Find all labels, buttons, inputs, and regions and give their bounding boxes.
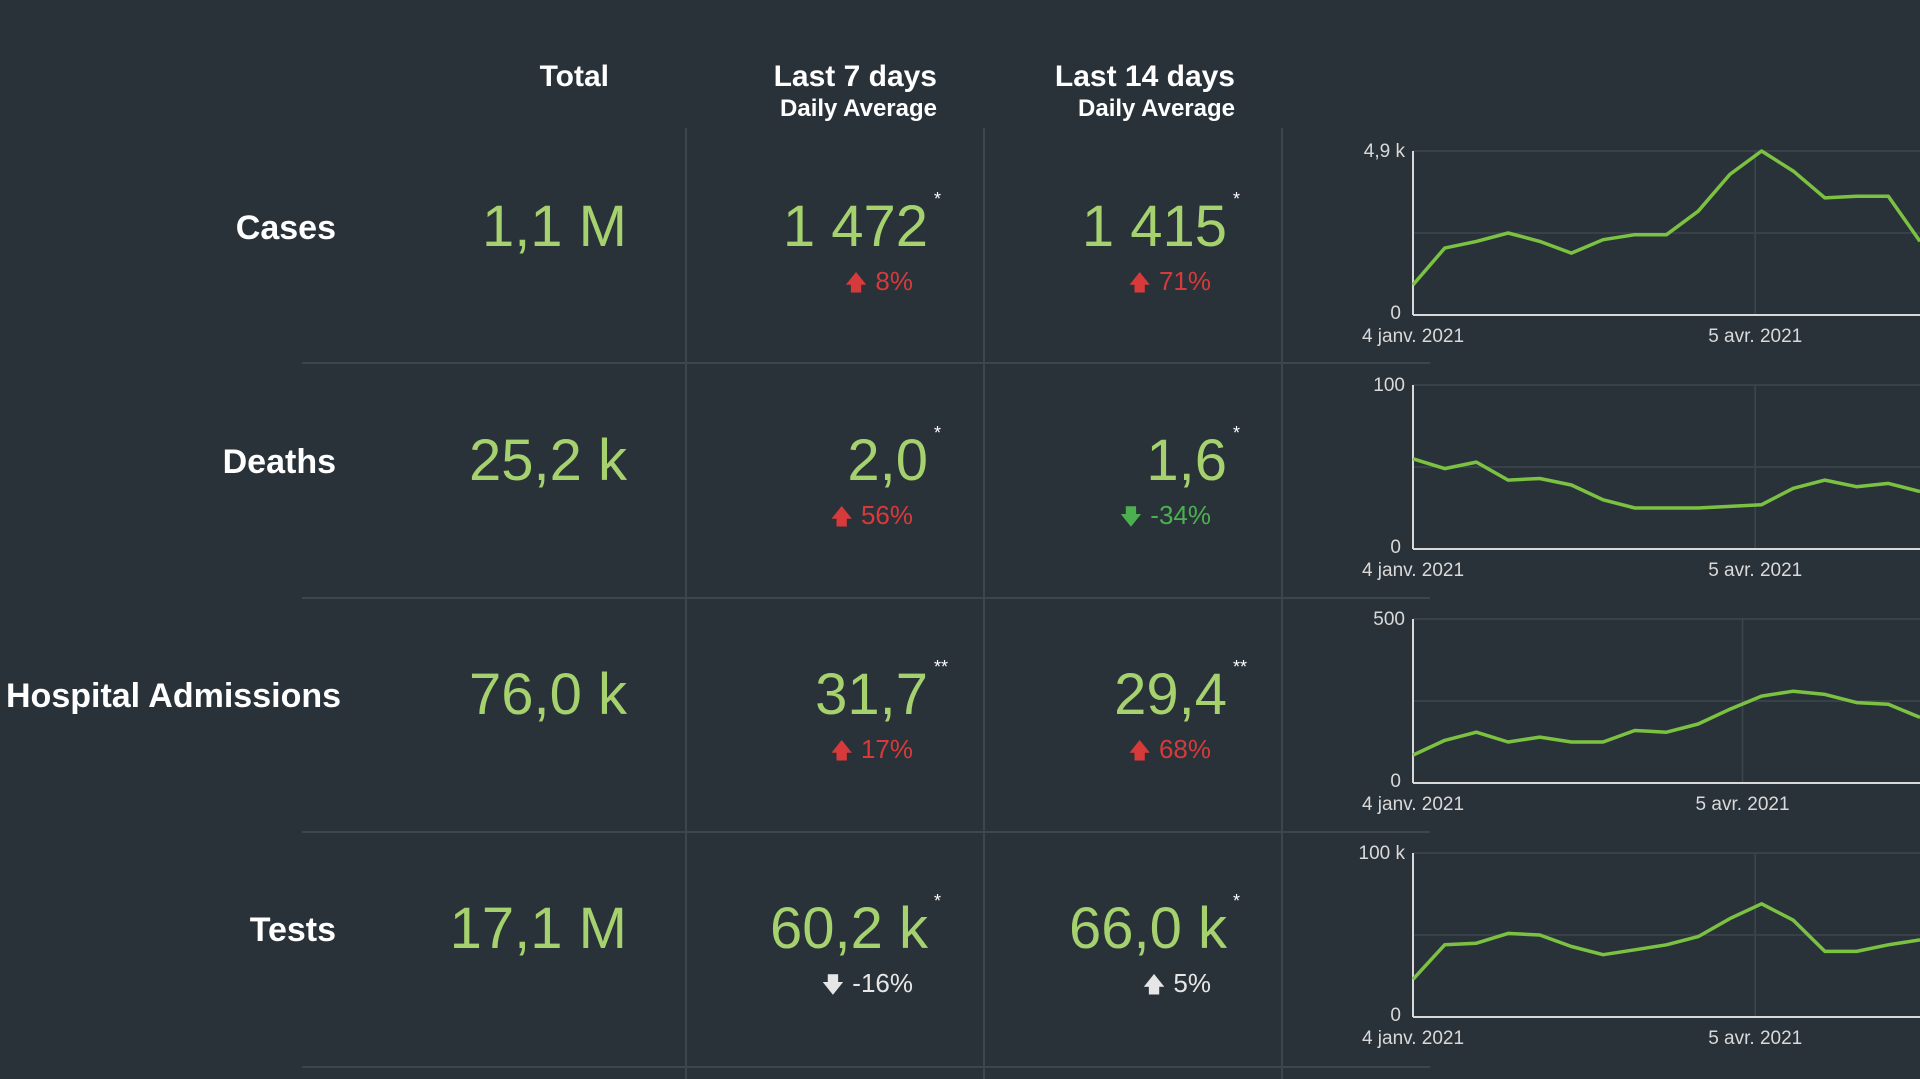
tests-last7-footnote-mark: * — [934, 891, 942, 911]
trend-up-icon: 🡅 — [1142, 972, 1166, 997]
tests-last7-change-value: -16% — [852, 968, 913, 998]
tests-last14-change: 🡅 5% — [1143, 968, 1211, 1006]
row-label-cases: Cases — [235, 209, 336, 247]
x-mid-tick-label: 5 avr. 2021 — [1696, 794, 1790, 815]
x-start-tick-label: 4 janv. 2021 — [1362, 794, 1464, 815]
cases-last7-number: 1 472 — [782, 194, 928, 259]
series-line — [1411, 902, 1920, 981]
series-line — [1411, 149, 1920, 287]
deaths-last14-value: 1,6 * — [1146, 423, 1240, 494]
deaths-sparkline-chart: 100 04 janv. 2021 5 avr. 2021 — [1362, 375, 1920, 581]
tests-last14-footnote-mark: * — [1233, 891, 1241, 911]
deaths-last7-number: 2,0 — [847, 428, 928, 493]
header-total-label: Total — [539, 60, 609, 93]
deaths-last7-footnote-mark: * — [934, 423, 942, 443]
trend-up-icon: 🡅 — [1128, 738, 1151, 763]
column-divider-1 — [685, 128, 687, 1079]
row-label-tests: Tests — [249, 911, 336, 949]
header-last14: Last 14 days Daily Average — [1055, 60, 1235, 124]
deaths-total: 25,2 k — [469, 428, 627, 493]
y-min-tick-label: 0 — [1390, 771, 1401, 792]
header-last14-sub: Daily Average — [1078, 95, 1235, 122]
trend-up-icon: 🡅 — [1128, 270, 1151, 295]
tests-last14-value: 66,0 k * — [1069, 891, 1240, 962]
hospital-admissions-last14-change-value: 68% — [1158, 734, 1211, 764]
row-divider-3 — [302, 831, 1430, 833]
tests-total: 17,1 M — [449, 896, 627, 961]
deaths-last7-change-value: 56% — [860, 500, 913, 530]
deaths-last14-change: 🡇 -34% — [1120, 500, 1211, 538]
y-min-tick-label: 0 — [1390, 537, 1401, 558]
hospital-admissions-last7-value: 31,7 ** — [815, 657, 948, 728]
tests-last14-number: 66,0 k — [1069, 896, 1227, 961]
cases-last14-change-value: 71% — [1158, 266, 1211, 296]
deaths-last7-change: 🡅 56% — [830, 500, 913, 538]
header-total: Total — [540, 60, 609, 94]
tests-last7-number: 60,2 k — [770, 896, 928, 961]
trend-up-icon: 🡅 — [830, 738, 853, 763]
header-last7-sub: Daily Average — [780, 95, 937, 122]
x-start-tick-label: 4 janv. 2021 — [1362, 560, 1464, 581]
header-last14-title: Last 14 days — [1054, 60, 1235, 93]
row-label-hospital-admissions: Hospital Admissions — [6, 677, 342, 715]
trend-up-icon: 🡅 — [830, 504, 853, 529]
trend-up-icon: 🡅 — [844, 270, 868, 295]
tests-last7-change: 🡇 -16% — [822, 968, 913, 1006]
row-divider-2 — [302, 597, 1430, 599]
cases-total: 1,1 M — [481, 194, 627, 259]
hospital-admissions-last14-number: 29,4 — [1114, 662, 1227, 727]
x-start-tick-label: 4 janv. 2021 — [1362, 326, 1464, 347]
x-mid-tick-label: 5 avr. 2021 — [1708, 326, 1802, 347]
y-max-tick-label: 4,9 k — [1364, 141, 1406, 162]
series-line — [1412, 689, 1920, 757]
hospital-admissions-total: 76,0 k — [469, 662, 627, 727]
deaths-last14-footnote-mark: * — [1233, 423, 1241, 443]
y-max-tick-label: 500 — [1373, 609, 1405, 630]
x-mid-tick-label: 5 avr. 2021 — [1708, 560, 1802, 581]
column-divider-3 — [1281, 128, 1283, 1079]
hospital-admissions-last7-change: 🡅 17% — [830, 734, 913, 772]
hospital-admissions-last14-value: 29,4 ** — [1114, 657, 1247, 728]
cases-last14-number: 1 415 — [1081, 194, 1227, 259]
header-last7: Last 7 days Daily Average — [774, 60, 937, 124]
hospital-admissions-last7-change-value: 17% — [860, 734, 913, 764]
deaths-last7-value: 2,0 * — [847, 423, 941, 494]
tests-last14-change-value: 5% — [1173, 968, 1211, 998]
x-start-tick-label: 4 janv. 2021 — [1362, 1028, 1464, 1049]
deaths-last14-change-value: -34% — [1150, 500, 1211, 530]
series-line — [1412, 457, 1920, 510]
hospital-admissions-last14-footnote-mark: ** — [1233, 657, 1248, 677]
cases-last14-change: 🡅 71% — [1128, 266, 1211, 304]
column-divider-2 — [983, 128, 985, 1079]
hospital-admissions-sparkline-chart: 500 04 janv. 2021 5 avr. 2021 — [1362, 609, 1920, 815]
header-last7-title: Last 7 days — [773, 60, 937, 93]
hospital-admissions-last14-change: 🡅 68% — [1128, 734, 1211, 772]
y-min-tick-label: 0 — [1390, 303, 1401, 324]
row-divider-1 — [302, 362, 1430, 364]
cases-sparkline-chart: 4,9 k 04 janv. 2021 5 avr. 2021 — [1362, 141, 1920, 347]
tests-last7-value: 60,2 k * — [770, 891, 941, 962]
hospital-admissions-last7-number: 31,7 — [815, 662, 928, 727]
hospital-admissions-last7-footnote-mark: ** — [934, 657, 949, 677]
tests-sparkline-chart: 100 k 04 janv. 2021 5 avr. 2021 — [1359, 843, 1920, 1049]
cases-last7-change-value: 8% — [875, 266, 913, 296]
y-max-tick-label: 100 — [1373, 375, 1405, 396]
cases-last7-footnote-mark: * — [934, 189, 942, 209]
trend-down-icon: 🡇 — [1119, 504, 1143, 529]
y-min-tick-label: 0 — [1390, 1005, 1401, 1026]
row-label-deaths: Deaths — [222, 443, 336, 481]
deaths-last14-number: 1,6 — [1146, 428, 1227, 493]
cases-last14-value: 1 415 * — [1081, 189, 1240, 260]
cases-last7-change: 🡅 8% — [845, 266, 913, 304]
cases-last14-footnote-mark: * — [1233, 189, 1241, 209]
trend-down-icon: 🡇 — [821, 972, 845, 997]
y-max-tick-label: 100 k — [1359, 843, 1406, 864]
cases-last7-value: 1 472 * — [782, 189, 941, 260]
x-mid-tick-label: 5 avr. 2021 — [1708, 1028, 1802, 1049]
row-divider-4 — [302, 1066, 1430, 1068]
